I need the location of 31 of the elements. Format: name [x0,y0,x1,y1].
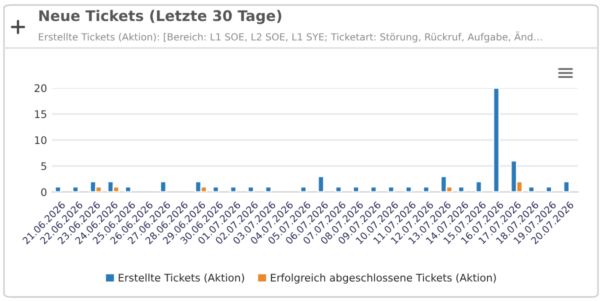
bar [160,180,167,192]
legend-label: Erfolgreich abgeschlossene Tickets (Aktion) [270,274,496,284]
bar [212,186,220,192]
bar [54,186,62,192]
bar [72,186,79,192]
bar [370,186,378,192]
bar [388,186,395,192]
bar [528,186,535,192]
bar [230,186,237,192]
bar [300,186,307,192]
bar [264,186,272,192]
bar [352,186,360,192]
bar [334,186,342,192]
y-tick-label: 15 [35,110,46,118]
bar [562,180,570,192]
chart-title: Neue Tickets (Letzte 30 Tage) [39,10,282,24]
bar [475,180,482,192]
y-tick-label: 5 [41,162,46,170]
legend-label: Erstellte Tickets (Aktion) [118,274,244,283]
bar [458,186,465,192]
y-tick-label: 20 [34,84,46,92]
bar [317,176,324,192]
y-tick-label: 10 [35,136,46,144]
bar [545,186,552,192]
bar [247,186,254,192]
bar [124,186,132,192]
y-tick-label: 0 [41,188,46,196]
bar [405,186,412,192]
chart-subtitle: Erstellte Tickets (Aktion): [Bereich: L1 SOE, L2 SOE, L1 SYE; Ticketart: Störung, Rückruf, Aufgabe, Änd… [38,32,542,42]
bar [492,88,500,192]
bar [422,186,430,192]
